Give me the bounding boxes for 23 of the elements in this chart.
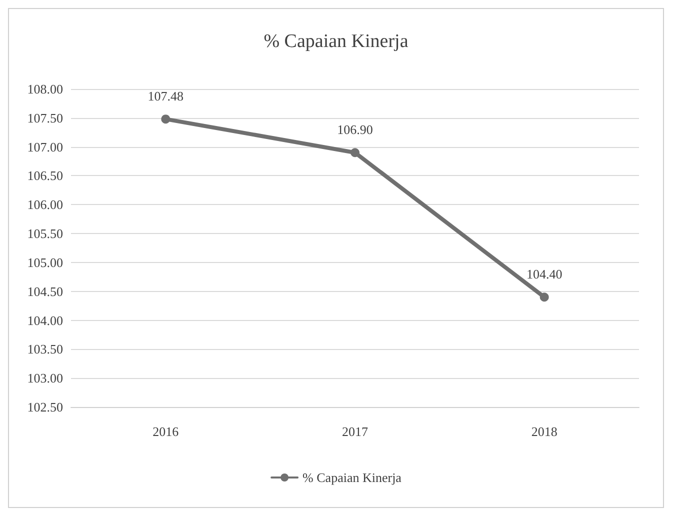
x-tick-label: 2017 bbox=[342, 424, 368, 439]
y-tick-label: 105.00 bbox=[27, 254, 63, 270]
y-tick-label: 102.50 bbox=[27, 400, 63, 414]
y-tick-label: 106.50 bbox=[27, 168, 63, 184]
data-label: 106.90 bbox=[337, 122, 373, 138]
x-tick-label: 2016 bbox=[152, 424, 180, 439]
chart-title: % Capaian Kinerja bbox=[264, 31, 409, 52]
x-tick-label: 2018 bbox=[531, 424, 558, 439]
y-tick-label: 107.00 bbox=[27, 139, 63, 154]
y-tick-label: 104.00 bbox=[27, 312, 63, 328]
point bbox=[161, 114, 170, 124]
y-tick-label: 103.50 bbox=[27, 342, 63, 357]
y-tick-label: 106.00 bbox=[27, 197, 63, 212]
y-tick-label: 103.00 bbox=[27, 370, 63, 386]
y-tick-label: 107.50 bbox=[27, 110, 63, 126]
y-tick-label: 108.00 bbox=[27, 82, 63, 96]
data-label: 104.40 bbox=[526, 266, 562, 282]
y-tick-label: 105.50 bbox=[27, 226, 63, 242]
point bbox=[350, 148, 360, 158]
y-tick-label: 104.50 bbox=[27, 284, 63, 299]
legend-label: % Capaian Kinerja bbox=[302, 470, 402, 485]
data-label: 107.48 bbox=[148, 88, 184, 104]
point bbox=[540, 292, 549, 302]
